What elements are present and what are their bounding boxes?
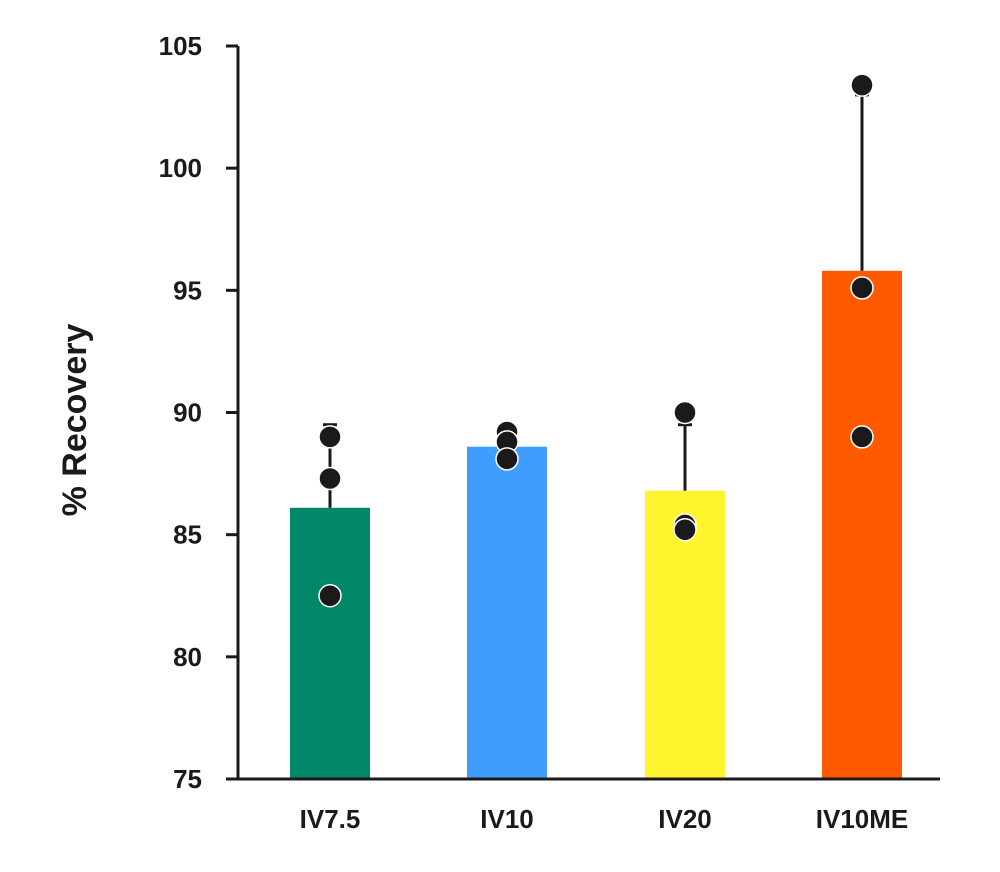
y-tick-label: 90 xyxy=(173,398,202,428)
y-axis-label: % Recovery xyxy=(56,324,94,517)
data-point xyxy=(495,447,519,471)
y-tick-label: 105 xyxy=(159,31,202,61)
x-tick-label: IV10ME xyxy=(816,804,909,834)
data-point xyxy=(673,518,697,542)
data-point xyxy=(673,400,697,425)
bar-iv10me xyxy=(822,270,902,779)
y-tick-label: 85 xyxy=(173,520,202,550)
x-tick-label: IV7.5 xyxy=(300,804,361,834)
data-point xyxy=(850,73,874,97)
bar-iv10 xyxy=(467,446,547,779)
x-tick-label: IV20 xyxy=(658,804,712,834)
y-tick-label: 75 xyxy=(173,764,202,794)
data-point xyxy=(318,584,342,608)
data-point xyxy=(318,425,342,449)
data-point xyxy=(850,425,874,449)
y-tick-label: 95 xyxy=(173,275,202,305)
y-tick-label: 80 xyxy=(173,642,202,672)
y-tick-label: 100 xyxy=(159,153,202,183)
x-tick-label: IV10 xyxy=(480,804,534,834)
data-point xyxy=(850,276,874,300)
data-point xyxy=(318,466,342,491)
bar-iv7-5 xyxy=(290,507,370,779)
